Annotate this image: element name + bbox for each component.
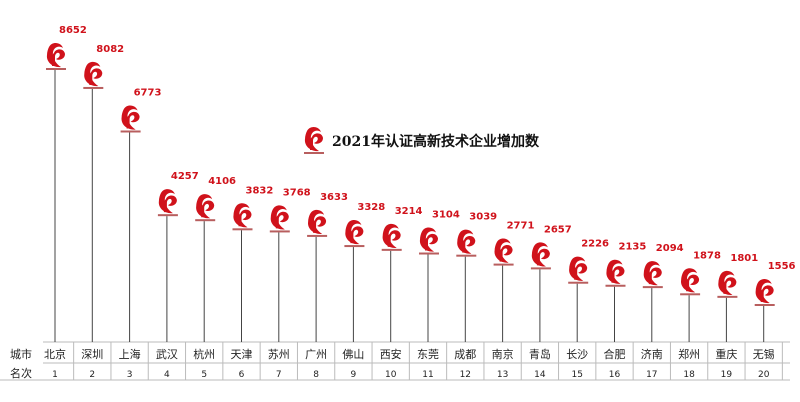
value-label: 3633 <box>320 192 348 203</box>
city-label: 苏州 <box>268 348 290 361</box>
marker-logo-icon <box>419 227 439 255</box>
city-label: 合肥 <box>604 347 626 361</box>
city-label: 武汉 <box>156 348 178 361</box>
title-logo-icon <box>304 126 324 154</box>
marker-logo-icon <box>680 268 701 296</box>
row-label-city: 城市 <box>10 347 32 361</box>
value-label: 2094 <box>656 243 684 254</box>
marker-logo-icon <box>157 189 178 217</box>
marker-logo-icon <box>381 223 402 251</box>
city-label: 深圳 <box>81 348 103 361</box>
rank-label: 17 <box>646 370 657 380</box>
city-label: 成都 <box>454 348 476 361</box>
value-label: 6773 <box>134 87 162 98</box>
city-label: 南京 <box>492 347 514 361</box>
value-label: 2771 <box>507 221 535 232</box>
rank-label: 2 <box>89 370 95 380</box>
marker-logo-icon <box>568 256 589 284</box>
rank-label: 4 <box>164 370 170 380</box>
city-label: 济南 <box>641 347 663 361</box>
marker-logo-icon <box>344 220 365 248</box>
value-label: 3214 <box>395 206 423 217</box>
city-label: 郑州 <box>678 347 700 361</box>
rank-label: 6 <box>239 370 245 380</box>
value-label: 2226 <box>581 239 609 250</box>
rank-label: 19 <box>721 370 733 380</box>
city-label: 西安 <box>380 347 402 361</box>
city-label: 青岛 <box>529 347 551 361</box>
rank-label: 18 <box>683 370 695 380</box>
marker-logo-icon <box>456 229 477 257</box>
marker-logo-icon <box>195 194 216 222</box>
marker-logo-icon <box>605 259 626 287</box>
rank-label: 13 <box>497 370 508 380</box>
rank-label: 7 <box>276 370 282 380</box>
value-label: 1556 <box>768 261 796 272</box>
marker-logo-icon <box>307 209 328 237</box>
marker-logo-icon <box>232 203 253 231</box>
city-label: 长沙 <box>566 348 588 361</box>
rank-label: 16 <box>609 370 621 380</box>
city-label: 广州 <box>305 348 327 361</box>
value-label: 3768 <box>283 187 311 198</box>
city-label: 杭州 <box>193 347 215 361</box>
value-label: 8652 <box>59 25 87 36</box>
rank-label: 5 <box>201 370 207 380</box>
value-label: 3832 <box>246 185 274 196</box>
value-label: 3328 <box>357 202 385 213</box>
value-label: 2657 <box>544 224 572 235</box>
city-label: 无锡 <box>753 347 775 361</box>
marker-logo-icon <box>120 105 141 133</box>
marker-logo-icon <box>754 278 775 306</box>
value-label: 4106 <box>208 176 236 187</box>
city-label: 东莞 <box>417 348 439 361</box>
rank-label: 11 <box>422 370 433 380</box>
city-label: 北京 <box>44 347 66 361</box>
value-label: 8082 <box>96 44 124 55</box>
marker-logo-icon <box>717 270 738 298</box>
rank-label: 14 <box>534 370 546 380</box>
rank-label: 10 <box>385 370 397 380</box>
row-label-rank: 名次 <box>10 366 32 380</box>
rank-label: 3 <box>127 370 133 380</box>
city-label: 天津 <box>231 348 253 361</box>
value-label: 3104 <box>432 210 460 221</box>
value-label: 1801 <box>730 253 758 264</box>
value-label: 4257 <box>171 171 199 182</box>
chart-marks: 8652 北京 1 8082 深圳 2 6773 上海 3 4257 武汉 4 4106 杭州 5 3832 天… <box>44 25 796 380</box>
rank-label: 15 <box>571 370 582 380</box>
city-label: 上海 <box>119 347 141 361</box>
rank-label: 1 <box>52 370 58 380</box>
rank-label: 20 <box>758 370 770 380</box>
marker-logo-icon <box>642 261 663 289</box>
marker-logo-icon <box>530 242 551 270</box>
city-label: 重庆 <box>715 347 737 361</box>
rank-label: 8 <box>313 370 319 380</box>
rank-label: 12 <box>460 370 471 380</box>
marker-logo-icon <box>493 238 514 266</box>
value-label: 3039 <box>469 212 497 223</box>
rank-label: 9 <box>351 370 357 380</box>
marker-logo-icon <box>46 42 66 70</box>
value-label: 2135 <box>619 242 647 253</box>
value-label: 1878 <box>693 250 721 261</box>
chart-title: 2021年认证高新技术企业增加数 <box>332 133 540 150</box>
marker-logo-icon <box>83 61 104 89</box>
city-label: 佛山 <box>342 348 364 361</box>
marker-logo-icon <box>269 205 290 233</box>
